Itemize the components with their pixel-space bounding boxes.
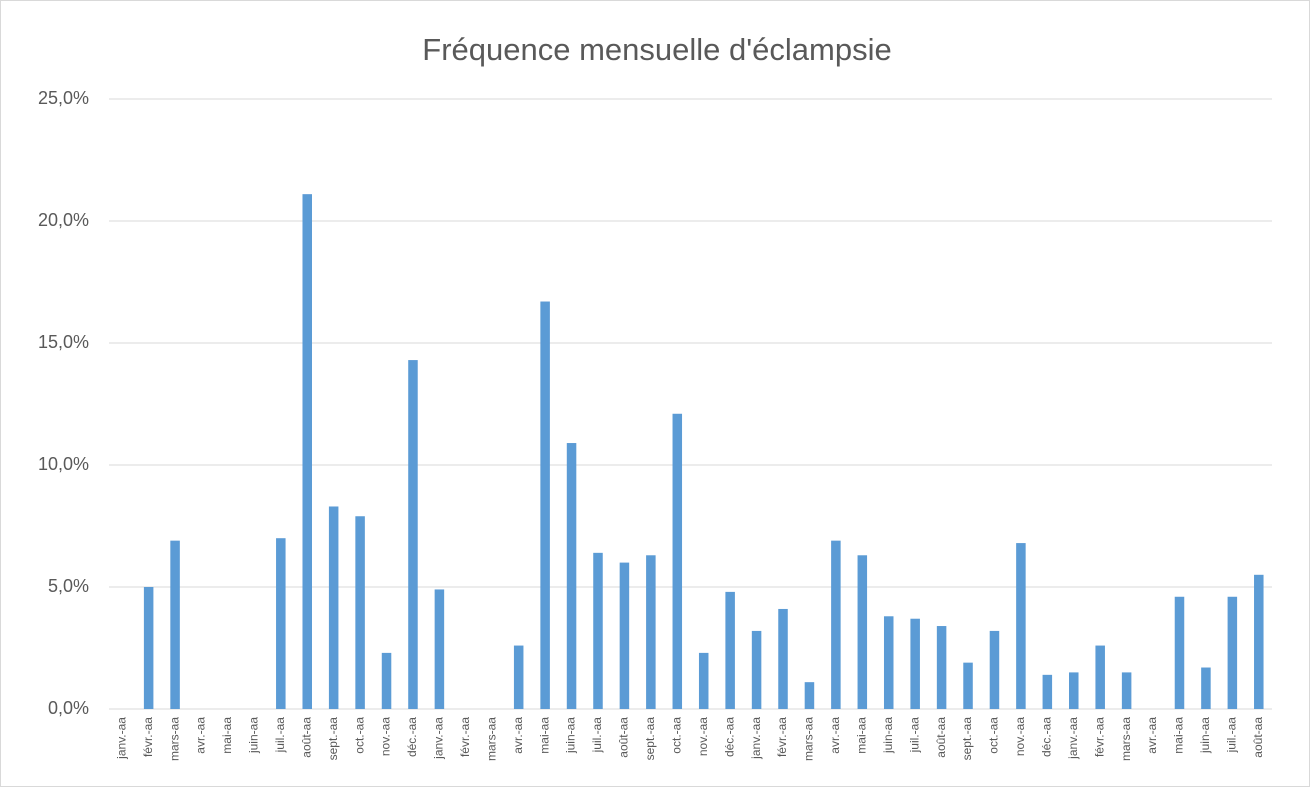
bar: [725, 591, 735, 709]
x-tick-label: oct.-aa: [352, 717, 366, 754]
y-tick-label: 20,0%: [38, 210, 89, 230]
x-tick-label: juin-aa: [247, 717, 261, 754]
bar: [778, 608, 788, 709]
x-tick-label: avr.-aa: [1145, 717, 1159, 754]
bar: [963, 662, 973, 709]
x-tick-label: juin-aa: [1198, 717, 1212, 754]
bar: [936, 626, 947, 709]
bar: [698, 652, 709, 709]
x-tick-label: août-aa: [299, 717, 313, 758]
x-tick-label: mai-aa: [220, 717, 234, 754]
y-tick-label: 25,0%: [38, 88, 89, 108]
x-tick-label: mai-aa: [537, 717, 551, 754]
y-tick-label: 5,0%: [48, 576, 89, 596]
bar: [1121, 672, 1132, 709]
x-tick-label: sept.-aa: [960, 717, 974, 761]
x-tick-label: mars-aa: [1119, 717, 1133, 761]
bar: [910, 618, 920, 709]
bar: [646, 555, 656, 709]
bar: [857, 555, 868, 709]
x-tick-label: juil.-aa: [590, 717, 604, 754]
bar: [989, 630, 1000, 709]
bar: [831, 540, 841, 709]
x-tick-label: nov.-aa: [696, 717, 710, 756]
x-tick-label: oct.-aa: [669, 717, 683, 754]
chart-title: Fréquence mensuelle d'éclampsie: [422, 32, 891, 67]
x-tick-label: mars-aa: [484, 717, 498, 761]
y-tick-label: 10,0%: [38, 454, 89, 474]
x-tick-label: févr.-aa: [141, 717, 155, 757]
bar: [381, 652, 392, 709]
x-tick-label: juil.-aa: [1225, 717, 1239, 754]
x-tick-label: janv.-aa: [749, 717, 763, 760]
x-tick-label: déc.-aa: [405, 717, 419, 757]
bar: [513, 645, 524, 709]
x-tick-label: janv.-aa: [1066, 717, 1080, 760]
bar: [170, 540, 180, 709]
bar: [1201, 667, 1211, 709]
bar: [883, 616, 894, 709]
bar: [1016, 543, 1026, 709]
x-tick-label: sept.-aa: [643, 717, 657, 761]
x-tick-label: sept.-aa: [326, 717, 340, 761]
x-tick-label: août-aa: [617, 717, 631, 758]
bar: [672, 413, 683, 709]
x-tick-label: mai-aa: [1172, 717, 1186, 754]
x-tick-label: mars-aa: [802, 717, 816, 761]
x-tick-label: juin-aa: [881, 717, 895, 754]
bar: [1227, 596, 1238, 709]
bar: [276, 538, 286, 709]
bar: [566, 443, 577, 709]
bar: [408, 360, 418, 709]
x-tick-label: janv.-aa: [432, 717, 446, 760]
x-tick-label: nov.-aa: [1013, 717, 1027, 756]
y-tick-label: 0,0%: [48, 698, 89, 718]
bar: [328, 506, 339, 709]
x-tick-label: avr.-aa: [828, 717, 842, 754]
x-tick-label: août-aa: [934, 717, 948, 758]
bar: [593, 552, 603, 709]
x-tick-label: août-aa: [1251, 717, 1265, 758]
bar: [1254, 574, 1264, 709]
x-tick-label: févr.-aa: [775, 717, 789, 757]
y-tick-label: 15,0%: [38, 332, 89, 352]
x-tick-label: févr.-aa: [458, 717, 472, 757]
x-tick-label: févr.-aa: [1092, 717, 1106, 757]
bar: [540, 301, 550, 709]
x-tick-label: avr.-aa: [511, 717, 525, 754]
x-tick-label: mai-aa: [854, 717, 868, 754]
bar: [302, 194, 312, 709]
x-tick-label: janv.-aa: [114, 717, 128, 760]
bar: [619, 562, 630, 709]
bar: [1095, 645, 1105, 709]
x-tick-label: nov.-aa: [379, 717, 393, 756]
bar: [804, 682, 815, 709]
x-tick-label: déc.-aa: [722, 717, 736, 757]
bar: [1042, 674, 1053, 709]
x-tick-label: juil.-aa: [273, 717, 287, 754]
bar: [751, 630, 762, 709]
bar: [355, 516, 365, 709]
bar: [434, 589, 445, 709]
x-tick-label: mars-aa: [167, 717, 181, 761]
x-tick-label: juil.-aa: [907, 717, 921, 754]
bar: [1174, 596, 1185, 709]
bar: [1069, 672, 1079, 709]
x-tick-label: juin-aa: [564, 717, 578, 754]
bar: [143, 587, 154, 709]
x-tick-label: avr.-aa: [194, 717, 208, 754]
x-tick-label: oct.-aa: [987, 717, 1001, 754]
x-tick-label: déc.-aa: [1040, 717, 1054, 757]
